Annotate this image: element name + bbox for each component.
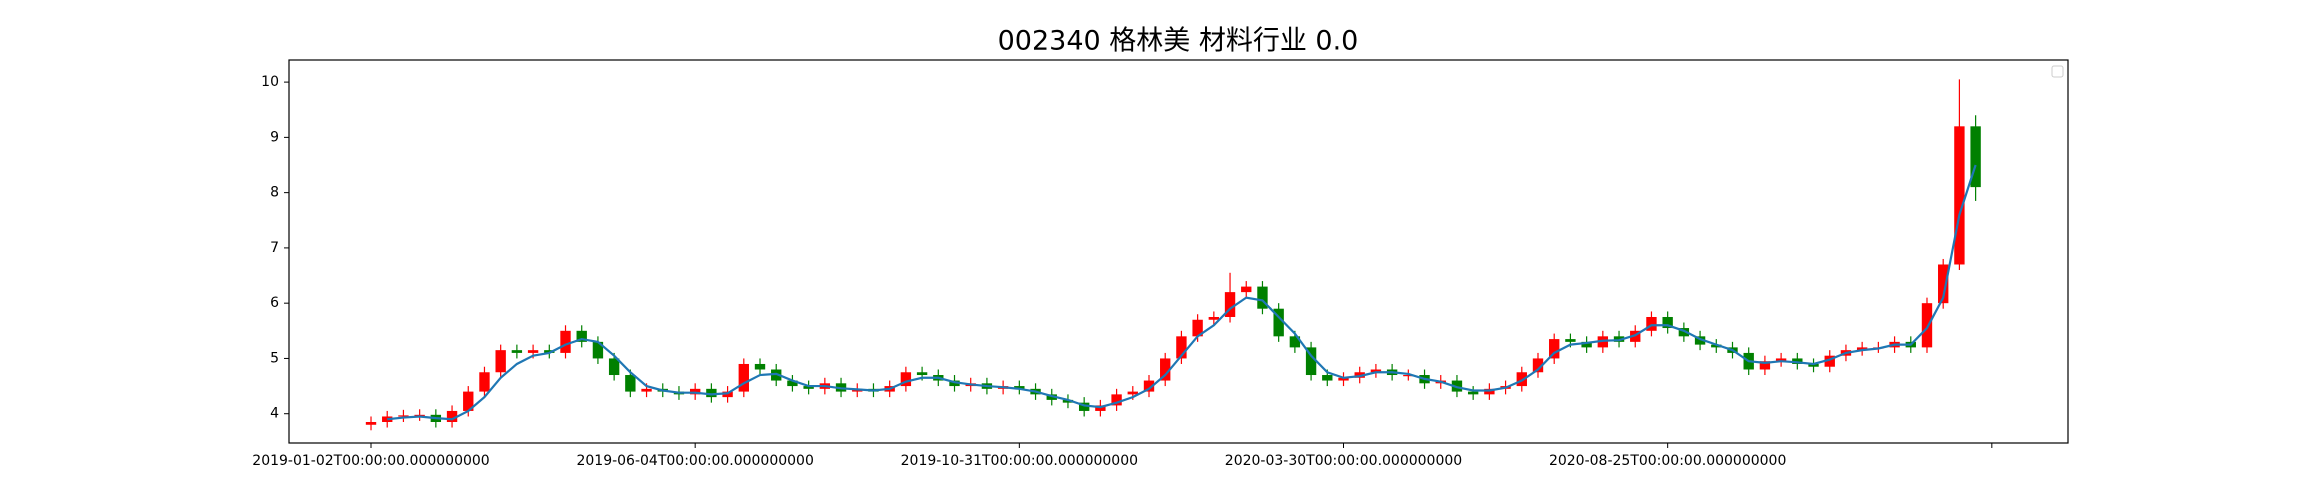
candle-body (1792, 358, 1803, 364)
candle-body (1403, 375, 1414, 377)
candle-body (787, 380, 798, 387)
ma-line (387, 164, 1977, 421)
candle-body (398, 415, 409, 417)
candle-body (1759, 361, 1771, 370)
candle-body (495, 350, 506, 373)
candle-body (1078, 402, 1090, 411)
candle-body (1711, 344, 1722, 348)
candle-body (1856, 347, 1868, 351)
candle-body (1824, 355, 1835, 367)
y-tick-label: 6 (270, 295, 279, 311)
candle-body (1062, 399, 1074, 403)
candle-body (1143, 380, 1155, 392)
candle-body (641, 388, 652, 392)
candle-body (625, 375, 636, 392)
candle-body (1532, 358, 1544, 373)
candle-body (900, 372, 912, 387)
candle-body (592, 341, 604, 359)
candle-body (1678, 328, 1690, 337)
candle-body (738, 363, 749, 392)
candle-body (803, 386, 814, 389)
candle-body (1160, 358, 1171, 381)
candle-body (1208, 316, 1220, 320)
candle-body (1176, 336, 1187, 359)
candle-body (1954, 126, 1965, 265)
y-tick-label: 4 (270, 406, 279, 422)
candle-body (1808, 363, 1819, 367)
candle-body (1241, 286, 1252, 293)
candle-body (722, 391, 733, 398)
y-tick-label: 10 (261, 74, 279, 90)
y-tick-label: 9 (270, 129, 279, 145)
x-tick-label: 2019-01-02T00:00:00.000000000 (252, 453, 489, 469)
candle-body (382, 416, 393, 422)
candle-body (365, 421, 377, 425)
candle-body (1014, 386, 1025, 389)
candle-body (1565, 339, 1576, 342)
candle-body (544, 350, 555, 353)
candle-body (916, 372, 928, 376)
candle-body (446, 410, 458, 422)
candle-body (1484, 388, 1495, 395)
x-tick-label: 2019-06-04T00:00:00.000000000 (576, 453, 813, 469)
candle-body (479, 372, 490, 392)
candle-body (1646, 316, 1657, 331)
candle-body (511, 350, 523, 353)
candle-body (706, 388, 717, 398)
candle-body (1662, 316, 1673, 329)
candle-body (1694, 336, 1706, 345)
candle-body (576, 330, 587, 342)
x-tick-label: 2020-03-30T00:00:00.000000000 (1225, 453, 1462, 469)
candle-body (1921, 303, 1933, 348)
candle-body (1273, 308, 1284, 337)
candle-body (1224, 292, 1236, 317)
candle-body (1257, 286, 1268, 309)
candle-body (689, 388, 701, 395)
chart-title: 002340 格林美 材料行业 0.0 (998, 26, 1359, 57)
x-tick-label: 2020-08-25T00:00:00.000000000 (1549, 453, 1786, 469)
y-tick-label: 8 (270, 185, 279, 201)
y-tick-label: 7 (270, 240, 279, 256)
candle-body (608, 358, 620, 376)
candle-body (1305, 347, 1317, 376)
candle-body (1516, 372, 1527, 387)
candle-body (1775, 358, 1787, 362)
candle-body (1192, 319, 1203, 337)
candle-body (463, 391, 474, 411)
candle-body (1338, 377, 1349, 381)
candle-body (1970, 126, 1981, 188)
candle-body (1127, 391, 1138, 395)
candle-body (1111, 394, 1122, 406)
x-tick-label: 2019-10-31T00:00:00.000000000 (901, 453, 1138, 469)
candle-body (1467, 391, 1479, 395)
candle-body (1938, 264, 1949, 304)
candle-body (1322, 375, 1333, 381)
candle-body (1549, 339, 1560, 359)
candle-body (527, 350, 539, 353)
candle-body (1581, 341, 1592, 348)
plot-frame (288, 59, 2069, 444)
legend-box (2051, 65, 2064, 78)
y-tick-label: 5 (270, 350, 279, 366)
candle-body (1289, 336, 1301, 348)
candle-body (560, 330, 571, 353)
candle-body (1370, 369, 1382, 373)
candle-body (754, 363, 766, 370)
